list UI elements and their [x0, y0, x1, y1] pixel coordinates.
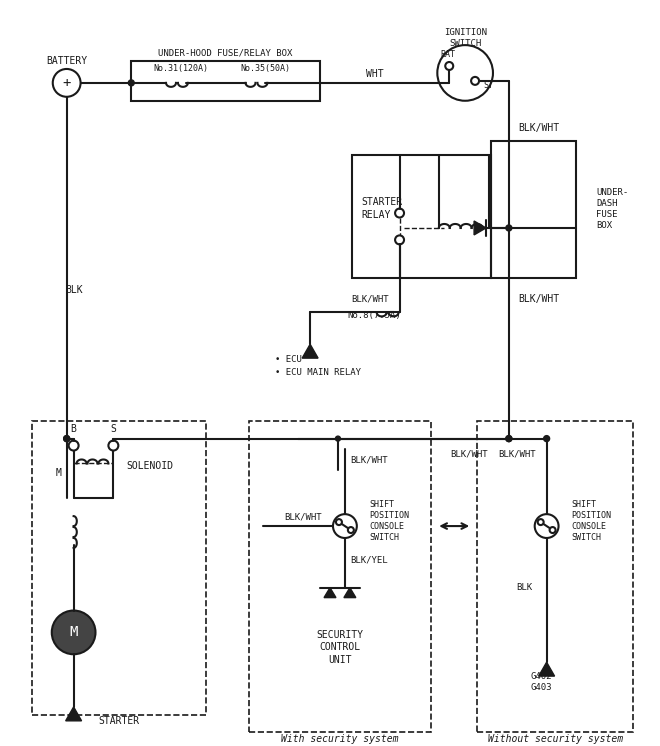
Bar — [32, 421, 206, 715]
Text: BAT: BAT — [441, 49, 456, 58]
Polygon shape — [302, 344, 318, 358]
Circle shape — [506, 436, 512, 442]
Text: BLK/YEL: BLK/YEL — [350, 555, 387, 565]
Text: BLK/WHT: BLK/WHT — [450, 449, 488, 458]
Text: G402
G403: G402 G403 — [531, 672, 552, 692]
Polygon shape — [474, 221, 486, 235]
Text: M: M — [56, 468, 61, 478]
Bar — [477, 421, 633, 732]
Text: BLK/WHT: BLK/WHT — [284, 513, 322, 521]
Text: SECURITY
CONTROL
UNIT: SECURITY CONTROL UNIT — [316, 630, 364, 665]
Bar — [491, 140, 576, 278]
Circle shape — [506, 225, 512, 231]
Text: STARTER
RELAY: STARTER RELAY — [362, 198, 403, 220]
Text: B: B — [71, 424, 77, 433]
Text: IGNITION
SWITCH: IGNITION SWITCH — [444, 28, 486, 48]
Polygon shape — [324, 588, 336, 598]
Text: BATTERY: BATTERY — [46, 56, 87, 66]
Text: • ECU MAIN RELAY: • ECU MAIN RELAY — [275, 368, 361, 377]
Text: No.31(120A): No.31(120A) — [153, 64, 209, 73]
Circle shape — [335, 436, 341, 441]
Bar — [352, 155, 491, 278]
Text: BLK: BLK — [65, 284, 82, 295]
Text: BLK/WHT: BLK/WHT — [518, 122, 559, 133]
Text: With security system: With security system — [281, 734, 399, 744]
Text: BLK: BLK — [517, 583, 533, 592]
Text: No.8(7.5A): No.8(7.5A) — [348, 311, 401, 320]
Text: STARTER: STARTER — [98, 716, 139, 726]
Text: BLK/WHT: BLK/WHT — [498, 449, 536, 458]
Circle shape — [544, 436, 550, 442]
Bar — [131, 61, 320, 101]
Text: Without security system: Without security system — [488, 734, 622, 744]
Circle shape — [63, 436, 70, 442]
Text: UNDER-
DASH
FUSE
BOX: UNDER- DASH FUSE BOX — [597, 188, 628, 231]
Text: M: M — [69, 625, 78, 639]
Circle shape — [506, 436, 512, 442]
Text: SHIFT
POSITION
CONSOLE
SWITCH: SHIFT POSITION CONSOLE SWITCH — [572, 500, 611, 542]
Polygon shape — [539, 662, 554, 676]
Text: ST: ST — [483, 81, 493, 90]
Text: +: + — [63, 76, 71, 90]
Text: BLK/WHT: BLK/WHT — [350, 456, 387, 465]
Text: No.35(50A): No.35(50A) — [240, 64, 290, 73]
Text: SHIFT
POSITION
CONSOLE
SWITCH: SHIFT POSITION CONSOLE SWITCH — [370, 500, 410, 542]
Text: BLK/WHT: BLK/WHT — [518, 295, 559, 304]
Polygon shape — [66, 707, 82, 721]
Circle shape — [128, 80, 134, 86]
Text: SOLENOID: SOLENOID — [126, 462, 174, 471]
Bar — [249, 421, 432, 732]
Text: • ECU: • ECU — [275, 354, 302, 363]
Text: UNDER-HOOD FUSE/RELAY BOX: UNDER-HOOD FUSE/RELAY BOX — [158, 48, 293, 57]
Text: S: S — [110, 424, 116, 433]
Circle shape — [63, 436, 70, 442]
Circle shape — [51, 610, 96, 654]
Text: WHT: WHT — [366, 69, 383, 79]
Text: BLK/WHT: BLK/WHT — [351, 295, 389, 304]
Polygon shape — [344, 588, 356, 598]
